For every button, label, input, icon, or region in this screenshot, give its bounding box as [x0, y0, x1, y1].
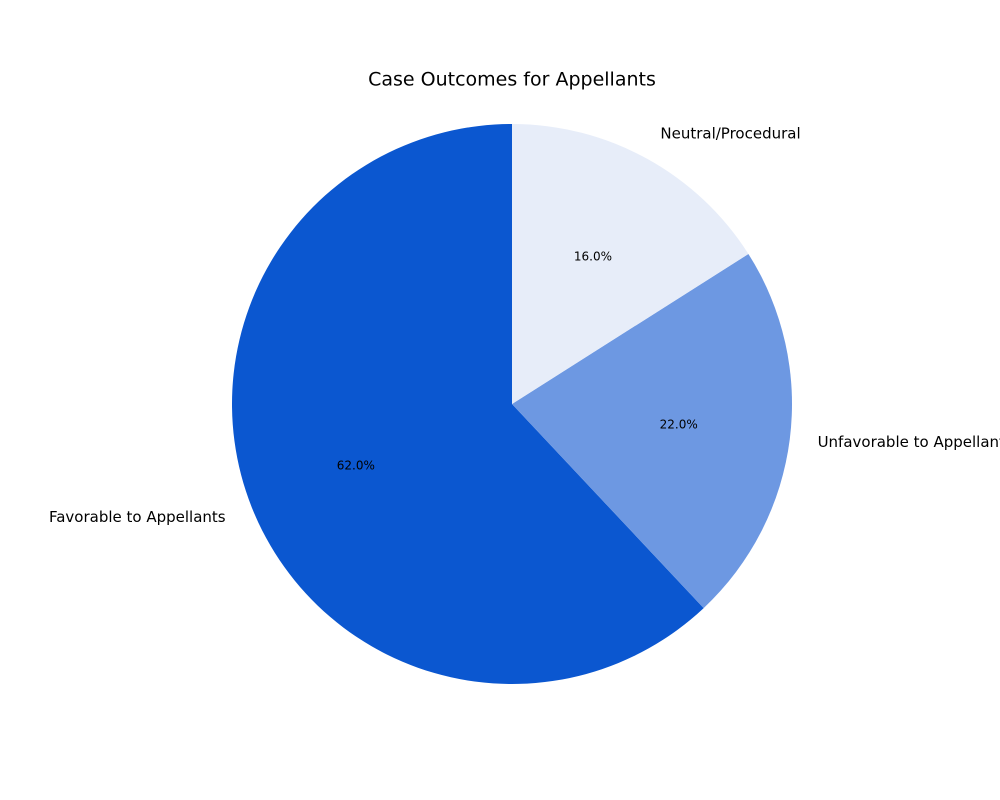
- pie-slice: [512, 124, 749, 404]
- slice-label: Favorable to Appellants: [49, 508, 226, 526]
- value-label: 22.0%: [660, 418, 698, 432]
- chart-title: Case Outcomes for Appellants: [368, 69, 656, 91]
- slice-label: Neutral/Procedural: [660, 125, 800, 143]
- value-label: 16.0%: [574, 249, 612, 263]
- value-label: 62.0%: [337, 458, 375, 472]
- pie-slice: [232, 124, 704, 684]
- slice-label: Unfavorable to Appellants: [818, 433, 1000, 451]
- pie-slice: [512, 253, 793, 609]
